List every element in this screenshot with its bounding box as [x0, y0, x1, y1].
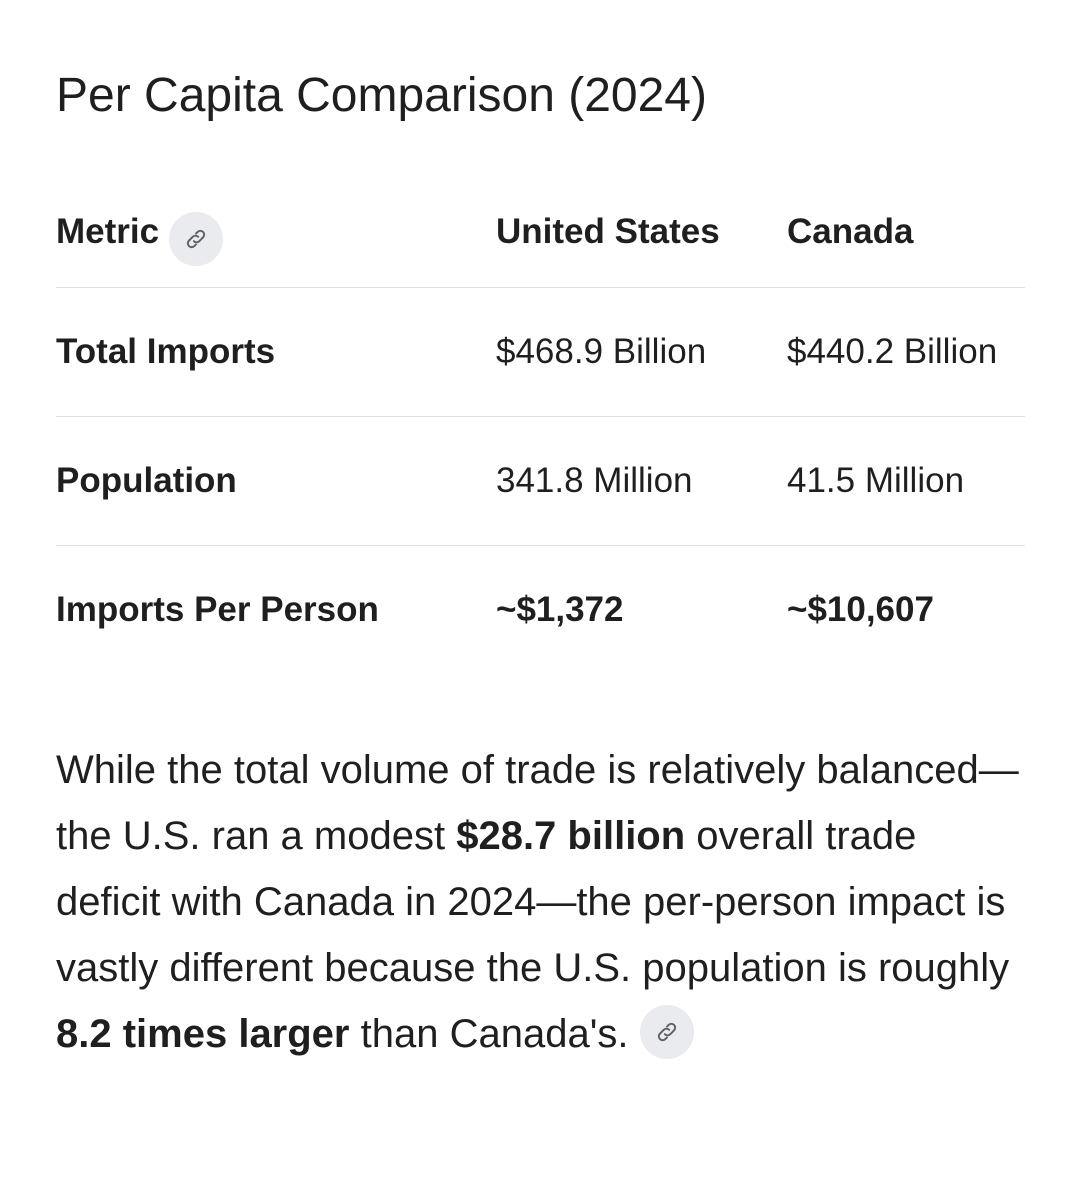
table-header-row: Metric United States Canada: [56, 192, 1025, 288]
table-row: Imports Per Person ~$1,372 ~$10,607: [56, 546, 1025, 674]
cell-us-value: $468.9 Billion: [496, 332, 707, 371]
table-row: Population 341.8 Million 41.5 Million: [56, 417, 1025, 546]
section-heading: Per Capita Comparison (2024): [56, 69, 707, 122]
link-icon: [186, 229, 206, 249]
cell-canada-value: 41.5 Million: [787, 461, 965, 500]
link-icon: [658, 1023, 677, 1042]
paragraph-text: overall trade deficit with Canada in 202…: [56, 814, 1010, 990]
source-link-button[interactable]: [640, 1005, 695, 1060]
cell-us-value: ~$1,372: [496, 590, 624, 629]
paragraph-highlight: 8.2 times larger: [56, 1012, 350, 1056]
header-cell-us: United States: [496, 212, 720, 251]
cell-us-value: 341.8 Million: [496, 461, 693, 500]
paragraph-text: than Canada's.: [349, 1012, 629, 1056]
paragraph-text: While the total volume of trade is relat…: [56, 748, 1019, 858]
header-metric-label: Metric: [56, 212, 160, 251]
header-cell-metric: Metric: [56, 192, 224, 287]
row-label: Total Imports: [56, 332, 276, 371]
table-row: Total Imports $468.9 Billion $440.2 Bill…: [56, 288, 1025, 417]
source-link-button[interactable]: [169, 212, 224, 266]
cell-canada-value: ~$10,607: [787, 590, 934, 629]
row-label: Population: [56, 461, 237, 500]
summary-paragraph: While the total volume of trade is relat…: [56, 737, 1025, 1067]
cell-canada-value: $440.2 Billion: [787, 332, 998, 371]
comparison-table: Metric United States Canada Total Import…: [56, 192, 1025, 674]
row-label: Imports Per Person: [56, 590, 379, 629]
paragraph-highlight: $28.7 billion: [456, 814, 686, 858]
header-cell-canada: Canada: [787, 212, 914, 251]
